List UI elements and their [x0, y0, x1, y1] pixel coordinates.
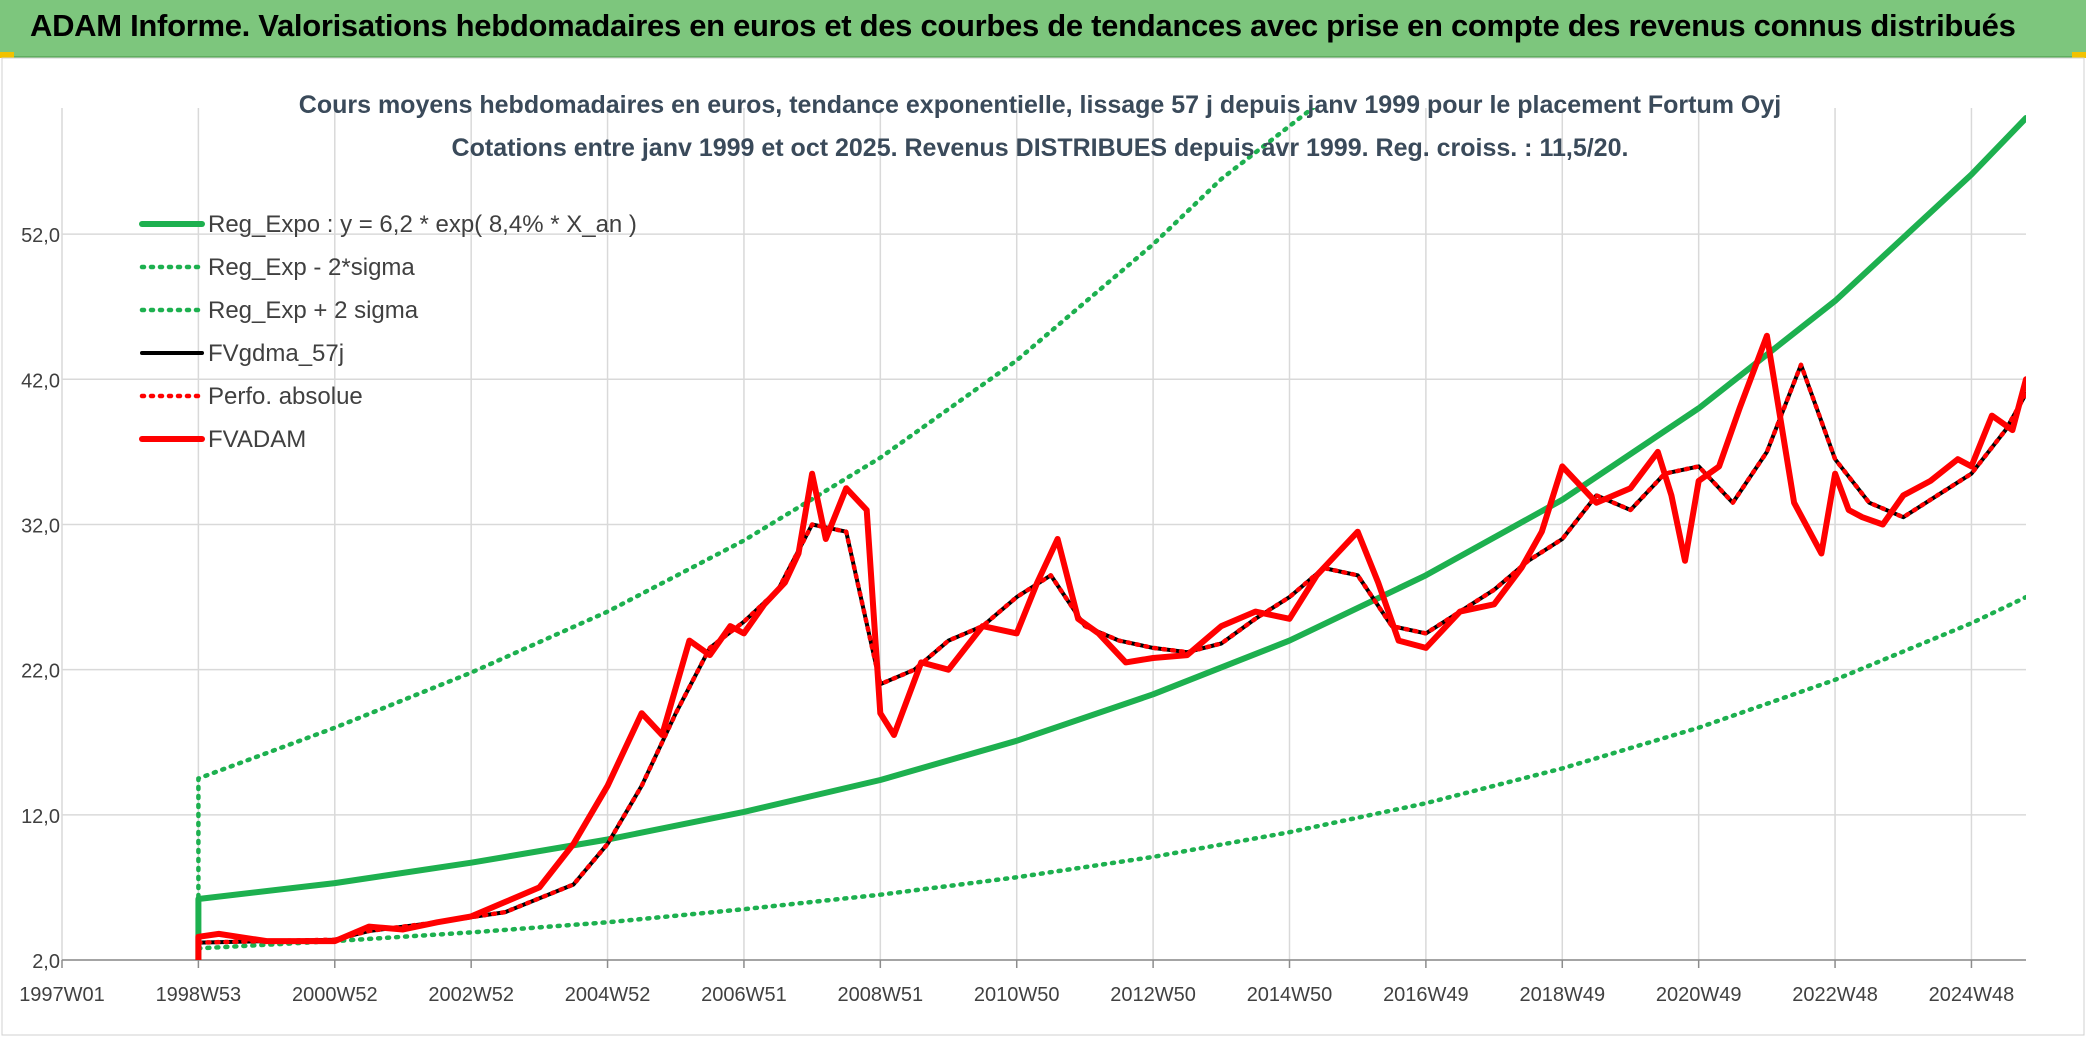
y-tick-label: 22,0	[21, 661, 60, 683]
report-title: ADAM Informe. Valorisations hebdomadaire…	[30, 8, 2016, 43]
legend-label-2: Reg_Exp - 2*sigma	[208, 254, 415, 281]
series-line-6	[195, 332, 2026, 960]
x-tick-label: 1998W53	[156, 984, 242, 1006]
y-tick-label: 42,0	[21, 370, 60, 392]
y-tick-label: 2,0	[32, 951, 60, 973]
x-tick-label: 2018W49	[1519, 984, 1605, 1006]
x-tick-label: 1997W01	[19, 984, 105, 1006]
series-line-3	[196, 108, 1317, 960]
x-tick-label: 2010W50	[974, 984, 1060, 1006]
x-tick-label: 2004W52	[565, 984, 651, 1006]
series-group	[195, 108, 2026, 960]
x-tick-label: 2006W51	[701, 984, 787, 1006]
legend-label-1: Reg_Expo : y = 6,2 * exp( 8,4% * X_an )	[208, 211, 637, 238]
x-tick-label: 2022W48	[1792, 984, 1878, 1006]
series-line-1	[195, 115, 2026, 960]
x-tick-label: 2002W52	[428, 984, 514, 1006]
series-line-5	[196, 362, 2026, 945]
x-tick-label: 2014W50	[1247, 984, 1333, 1006]
x-tick-label: 2000W52	[292, 984, 378, 1006]
legend: Reg_Expo : y = 6,2 * exp( 8,4% * X_an ) R…	[139, 211, 637, 453]
gridlines	[61, 108, 2026, 961]
y-tick-label: 52,0	[21, 225, 60, 247]
series-line-2	[196, 594, 2026, 951]
legend-label-4: FVgdma_57j	[208, 340, 344, 367]
corner-marker-left	[0, 52, 14, 58]
x-tick-label: 2024W48	[1929, 984, 2015, 1006]
x-tick-label: 2016W49	[1383, 984, 1469, 1006]
x-tick-label: 2008W51	[838, 984, 924, 1006]
x-tick-label: 2020W49	[1656, 984, 1742, 1006]
legend-label-5: Perfo. absolue	[208, 383, 363, 410]
chart-title-line-2: Cotations entre janv 1999 et oct 2025. R…	[452, 134, 1629, 162]
y-tick-label: 32,0	[21, 515, 60, 537]
x-tick-label: 2012W50	[1110, 984, 1196, 1006]
corner-marker-right	[2072, 52, 2086, 58]
axes: 2,0 12,0 22,0 32,0 42,0 52,0 1997W01 1998W53 200…	[19, 225, 2026, 1006]
report-banner: ADAM Informe. Valorisations hebdomadaire…	[0, 0, 2086, 58]
y-tick-label: 12,0	[21, 806, 60, 828]
legend-label-3: Reg_Exp + 2 sigma	[208, 297, 419, 324]
legend-label-6: FVADAM	[208, 426, 306, 453]
chart-title-line-1: Cours moyens hebdomadaires en euros, ten…	[299, 91, 1781, 119]
